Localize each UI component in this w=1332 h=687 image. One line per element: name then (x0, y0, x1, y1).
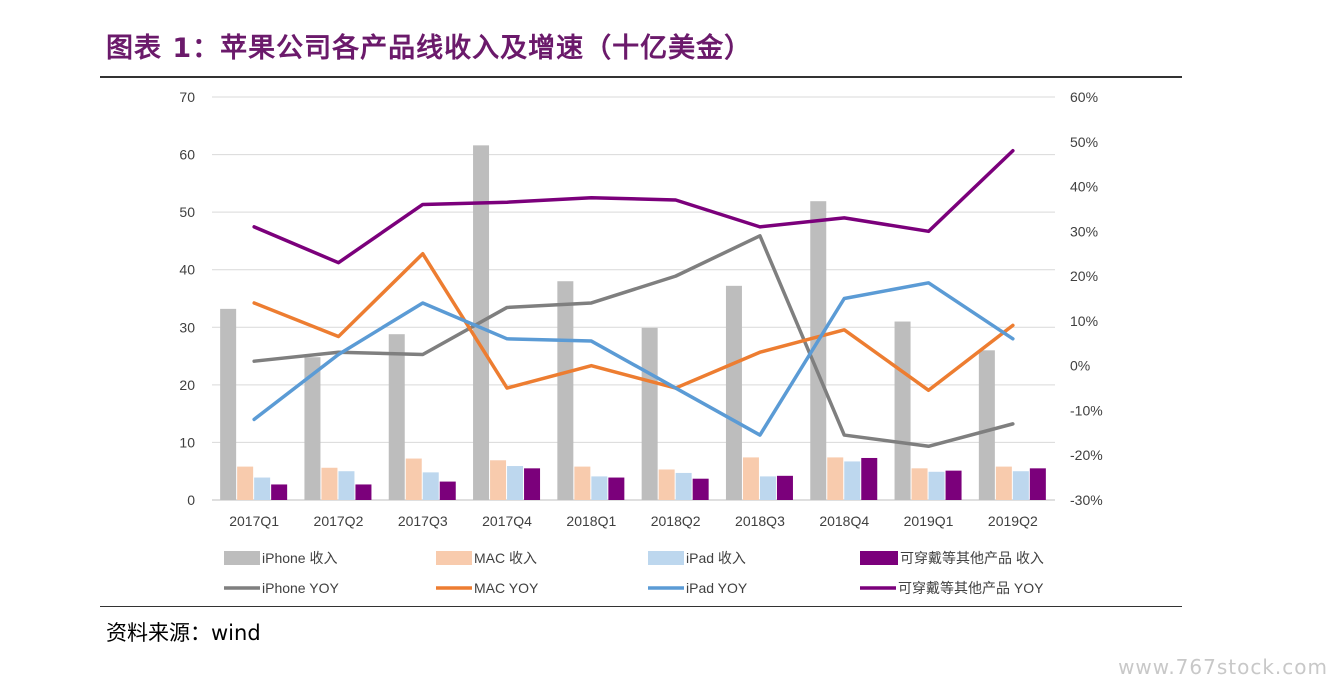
legend-swatch (860, 551, 898, 565)
bar (928, 471, 945, 500)
x-tick-label: 2017Q3 (398, 513, 448, 529)
legend-label: MAC YOY (474, 580, 539, 596)
legend-label: iPad 收入 (686, 550, 746, 566)
bar (608, 477, 625, 500)
x-tick-label: 2018Q2 (651, 513, 701, 529)
bar (490, 460, 507, 500)
bar (388, 334, 405, 500)
bar (894, 321, 911, 500)
legend-label: MAC 收入 (474, 550, 537, 566)
legend-swatch (224, 551, 260, 565)
y2-tick-label: -20% (1070, 447, 1103, 463)
bar (1012, 471, 1029, 500)
y2-tick-label: 10% (1070, 313, 1098, 329)
x-tick-label: 2017Q2 (314, 513, 364, 529)
source-note: 资料来源：wind (106, 621, 261, 645)
y2-tick-label: 20% (1070, 268, 1098, 284)
y-tick-label: 30 (179, 319, 195, 335)
axes: 0 10 20 30 40 50 60 70 -30% -20% -10% 0% 10% 20% 30% 40… (179, 89, 1102, 529)
bar (355, 484, 372, 500)
x-tick-label: 2019Q2 (988, 513, 1038, 529)
bar (439, 481, 456, 500)
y2-tick-label: 30% (1070, 223, 1098, 239)
bar (254, 477, 271, 500)
x-tick-label: 2018Q3 (735, 513, 785, 529)
gridlines (212, 96, 1055, 501)
bar (827, 457, 844, 500)
bar (1029, 468, 1046, 500)
legend-swatch (648, 551, 684, 565)
series-line (252, 148, 1015, 265)
bar (742, 457, 759, 500)
y-tick-label: 40 (179, 262, 195, 278)
legend: iPhone 收入 MAC 收入 iPad 收入 可穿戴等其他产品 收入 iPhone … (224, 550, 1044, 596)
bar (422, 472, 439, 500)
y-tick-label: 50 (179, 204, 195, 220)
series-line (252, 281, 1015, 437)
bar (945, 470, 962, 500)
watermark: www.767stock.com (1118, 655, 1328, 679)
bar (338, 471, 355, 500)
series-line (252, 251, 1015, 393)
series-line (252, 234, 1015, 449)
bar (911, 468, 928, 500)
bar (557, 281, 574, 500)
bar (574, 466, 591, 500)
y-tick-label: 60 (179, 147, 195, 163)
bar (591, 476, 608, 500)
y2-tick-label: -10% (1070, 402, 1103, 418)
x-tick-label: 2018Q1 (566, 513, 616, 529)
bar (271, 484, 288, 500)
bar (861, 457, 878, 500)
bar (675, 472, 692, 500)
y-tick-label: 20 (179, 377, 195, 393)
legend-label: iPhone 收入 (262, 550, 337, 566)
bar (321, 467, 338, 500)
y2-tick-label: 50% (1070, 134, 1098, 150)
bar (304, 357, 321, 500)
bar (776, 475, 793, 500)
bar (507, 466, 524, 500)
bar (995, 466, 1012, 500)
bar (641, 327, 658, 500)
bar (810, 201, 827, 500)
chart-title: 图表 1：苹果公司各产品线收入及增速（十亿美金） (106, 33, 753, 64)
bar (405, 458, 422, 500)
bar (692, 478, 709, 500)
y2-tick-label: 0% (1070, 358, 1090, 374)
bar (725, 285, 742, 500)
y2-tick-label: 60% (1070, 89, 1098, 105)
x-tick-label: 2017Q1 (229, 513, 279, 529)
y-tick-label: 70 (179, 89, 195, 105)
legend-label: iPhone YOY (262, 580, 339, 596)
bottom-rule (100, 606, 1182, 607)
bars (220, 145, 1046, 501)
top-rule (100, 76, 1182, 78)
bar (759, 476, 776, 500)
y-tick-label: 10 (179, 434, 195, 450)
bar (237, 466, 254, 500)
legend-swatch (436, 551, 472, 565)
bar (658, 469, 675, 500)
y2-tick-label: -30% (1070, 492, 1103, 508)
bar (220, 308, 237, 500)
lines (252, 148, 1015, 449)
legend-label: 可穿戴等其他产品 收入 (900, 550, 1044, 566)
bar (844, 461, 861, 500)
bar (978, 350, 995, 500)
y-tick-label: 0 (187, 492, 195, 508)
legend-label: 可穿戴等其他产品 YOY (898, 580, 1044, 596)
bar (524, 468, 541, 500)
legend-label: iPad YOY (686, 580, 748, 596)
x-tick-label: 2017Q4 (482, 513, 532, 529)
x-tick-label: 2019Q1 (904, 513, 954, 529)
x-tick-label: 2018Q4 (819, 513, 869, 529)
y2-tick-label: 40% (1070, 179, 1098, 195)
